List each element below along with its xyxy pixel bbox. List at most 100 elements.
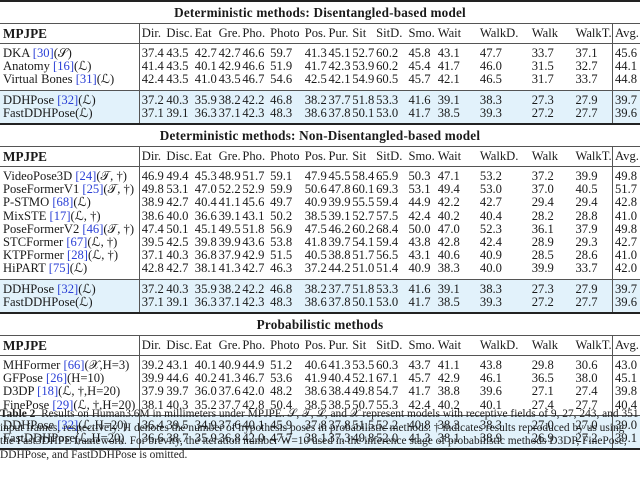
value-cell: 28.9 (531, 235, 554, 250)
value-cell: 57.5 (376, 208, 399, 223)
value-cell: 65.9 (376, 166, 409, 184)
method-name: STCFormer (3, 235, 67, 250)
citation-link[interactable]: [75] (48, 261, 70, 276)
citation-link[interactable]: [68] (52, 195, 74, 210)
method-cell: KTPFormer [28](ℒ, †) (0, 249, 139, 262)
value-cell: 50.4 (270, 397, 293, 412)
method-tag: (ℒ, †,H=20) (58, 384, 121, 399)
citation-link[interactable]: [32] (57, 92, 79, 107)
value-cell: 49.7 (270, 195, 293, 210)
value-cell: 40.2 (437, 208, 460, 223)
value-cell: 59.4 (376, 235, 399, 250)
citation-link[interactable]: [67] (66, 235, 88, 250)
value-cell: 47.0 (194, 182, 217, 197)
value-cell: 37.2 (304, 261, 327, 276)
value-cell: 40.0 (166, 208, 189, 223)
value-cell: 47.7 (469, 43, 526, 61)
value-cell: 41.7 (408, 295, 438, 314)
column-header-row: MPJPE Dir. Disc. Eat Gre. Pho. Photo Pos. Pur. Si… (0, 335, 640, 356)
citation-link[interactable]: [24] (75, 169, 97, 184)
column-header: Smo. (408, 23, 438, 44)
value-cell: 51.8 (352, 89, 377, 107)
value-cell: 39.3 (469, 106, 526, 125)
value-cell: 42.4 (408, 208, 431, 223)
value-cell: 38.2 (218, 278, 243, 296)
value-cell: 35.9 (194, 431, 219, 450)
citation-link[interactable]: [26] (46, 371, 68, 386)
value-cell: 46.7 (242, 72, 265, 87)
table-row: FinePose [29](ℒ, †,H=20) 38.1 40.3 35.2 37.7… (0, 397, 640, 416)
citation-link[interactable]: [32] (57, 417, 79, 432)
value-cell: 27.7 (565, 106, 613, 125)
value-cell: 37.1 (138, 249, 167, 263)
value-cell: 38.9 (138, 196, 167, 210)
citation-link[interactable]: [32] (57, 281, 79, 296)
method-tag: (ℒ, †) (87, 235, 118, 250)
citation-link[interactable]: [29] (52, 397, 74, 412)
value-cell: 51.7 (242, 166, 271, 184)
value-cell: 44.9 (408, 195, 431, 210)
method-name: GFPose (3, 371, 47, 386)
value-cell: 41.3 (408, 431, 438, 450)
method-cell: PoseFormerV1 [25](𝒯, †) (0, 183, 139, 196)
value-cell: 52.1 (352, 371, 375, 386)
table-row: D3DP [18](ℒ, †,H=20) 37.9 39.7 36.0 37.6 42.0… (0, 384, 640, 399)
table-row: VideoPose3D [24](𝒯, †) 46.9 49.4 45.3 48.9 51… (0, 166, 640, 184)
value-cell: 53.9 (352, 59, 375, 74)
value-cell: 40.4 (194, 195, 217, 210)
citation-link[interactable]: [17] (49, 208, 71, 223)
value-cell: 58.4 (352, 166, 377, 184)
table-row: GFPose [26](H=10) 39.9 44.6 40.2 41.3 46.7 53.… (0, 371, 640, 386)
citation-link[interactable]: [16] (53, 59, 75, 74)
value-cell: 51.4 (376, 261, 399, 276)
value-cell: 48.9 (218, 166, 243, 184)
value-cell: 42.2 (437, 195, 460, 210)
method-cell: FinePose [29](ℒ, †,H=20) (0, 397, 139, 416)
value-cell: 54.1 (352, 235, 375, 250)
value-cell: 53.0 (376, 295, 409, 314)
value-cell: 39.7 (166, 384, 189, 399)
value-cell: 40.5 (575, 182, 598, 197)
value-cell: 41.3 (218, 261, 241, 276)
value-cell: 47.8 (328, 182, 351, 197)
value-cell: 27.0 (565, 414, 613, 433)
value-cell: 52.2 (218, 182, 241, 197)
citation-link[interactable]: [25] (82, 182, 104, 197)
value-cell: 46.2 (328, 221, 351, 236)
value-cell: 42.8 (242, 397, 265, 412)
value-cell: 40.6 (304, 355, 329, 373)
citation-link[interactable]: [31] (75, 72, 97, 87)
method-tag: (ℒ) (74, 59, 92, 74)
value-cell: 69.3 (376, 182, 399, 197)
value-cell: 53.6 (270, 371, 293, 386)
value-cell: 41.6 (408, 89, 438, 107)
value-cell: 38.3 (469, 89, 526, 107)
method-tag: (ℒ,H=20) (75, 431, 125, 446)
table-row: FastDDHPose(ℒ,H=20) 36.6 38.7 35.9 36.8 42.0 4… (0, 431, 640, 450)
value-cell: 41.3 (304, 43, 329, 61)
value-cell: 40.3 (166, 397, 189, 412)
value-cell: 39.9 (218, 235, 241, 250)
value-cell: 41.1 (437, 355, 470, 373)
value-cell: 41.7 (408, 384, 431, 399)
value-cell: 55.5 (352, 195, 375, 210)
method-cell: DDHPose [32](ℒ) (0, 89, 140, 107)
value-cell: 40.6 (437, 248, 460, 263)
avg-cell: 51.7 (612, 183, 640, 197)
column-header: Wait (437, 146, 470, 167)
citation-link[interactable]: [66] (63, 358, 85, 373)
value-cell: 42.5 (166, 235, 189, 250)
value-cell: 29.3 (575, 235, 598, 250)
table-row: DDHPose [32](ℒ) 37.2 40.3 35.9 38.2 42.2 46.8 3… (0, 278, 640, 296)
value-cell: 46.6 (242, 43, 271, 61)
citation-link[interactable]: [18] (37, 384, 59, 399)
value-cell: 38.4 (328, 384, 351, 399)
citation-link[interactable]: [30] (32, 46, 54, 60)
citation-link[interactable]: [46] (82, 221, 104, 236)
method-tag: (𝒳,H=3) (84, 358, 130, 373)
value-cell: 42.0 (242, 431, 271, 450)
value-cell: 46.8 (270, 278, 305, 296)
value-cell: 38.5 (304, 208, 327, 223)
value-cell: 39.1 (166, 106, 195, 125)
citation-link[interactable]: [28] (67, 248, 88, 263)
